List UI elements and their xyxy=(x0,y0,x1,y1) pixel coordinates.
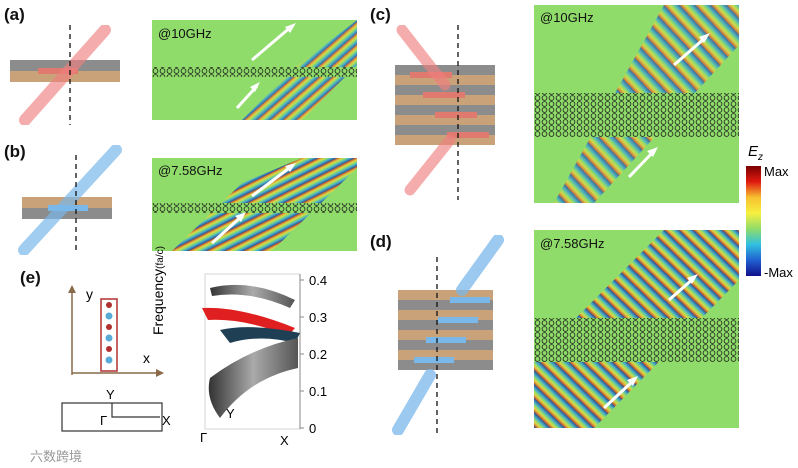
band-tick-3: 0.1 xyxy=(309,384,328,399)
band-tick-0: 0.4 xyxy=(309,273,328,288)
colorbar-title-sub: z xyxy=(758,152,764,163)
field-map-d xyxy=(534,230,739,428)
band-k-x: X xyxy=(280,433,289,448)
colorbar-min-label: -Max xyxy=(764,265,793,280)
bz-x-label: X xyxy=(162,413,171,428)
band-tick-4: 0 xyxy=(309,421,317,436)
band-k-gamma: Γ xyxy=(200,430,208,445)
colorbar-title: Ez xyxy=(748,143,763,163)
field-map-a xyxy=(152,20,357,120)
band-freq-label-text: Frequency xyxy=(150,268,166,335)
unit-cell-diagram xyxy=(68,285,164,377)
panel-d-label: (d) xyxy=(370,232,392,251)
bz-y-label: Y xyxy=(106,387,115,402)
bz-gamma-label: Γ xyxy=(100,413,108,428)
panel-b-label: (b) xyxy=(4,142,26,161)
freq-label-c: @10GHz xyxy=(540,10,594,25)
band-freq-axis-label: Frequency(fa/c) xyxy=(150,246,166,335)
colorbar xyxy=(746,166,761,276)
schematic-c xyxy=(395,25,495,200)
band-tick-2: 0.2 xyxy=(309,347,328,362)
colorbar-max-label: Max xyxy=(764,164,789,179)
unit-cell-x-label: x xyxy=(143,350,150,366)
schematic-a xyxy=(10,25,120,125)
brillouin-zone xyxy=(61,402,163,432)
field-map-b xyxy=(152,158,357,251)
band-structure-plot xyxy=(202,273,304,430)
freq-label-b: @7.58GHz xyxy=(158,163,223,178)
schematic-d xyxy=(392,235,504,435)
watermark: 六数跨境 xyxy=(30,449,83,464)
band-tick-1: 0.3 xyxy=(309,310,328,325)
panel-e-label: (e) xyxy=(20,268,41,287)
band-freq-unit: (fa/c) xyxy=(155,246,166,269)
freq-label-d: @7.58GHz xyxy=(540,236,605,251)
unit-cell-y-label: y xyxy=(86,286,93,302)
colorbar-title-text: E xyxy=(748,143,759,160)
freq-label-a: @10GHz xyxy=(158,26,212,41)
panel-a-label: (a) xyxy=(4,5,25,24)
panel-c-label: (c) xyxy=(370,5,391,24)
field-map-c xyxy=(534,5,739,203)
band-k-y: Y xyxy=(226,406,235,421)
schematic-b xyxy=(18,145,122,255)
